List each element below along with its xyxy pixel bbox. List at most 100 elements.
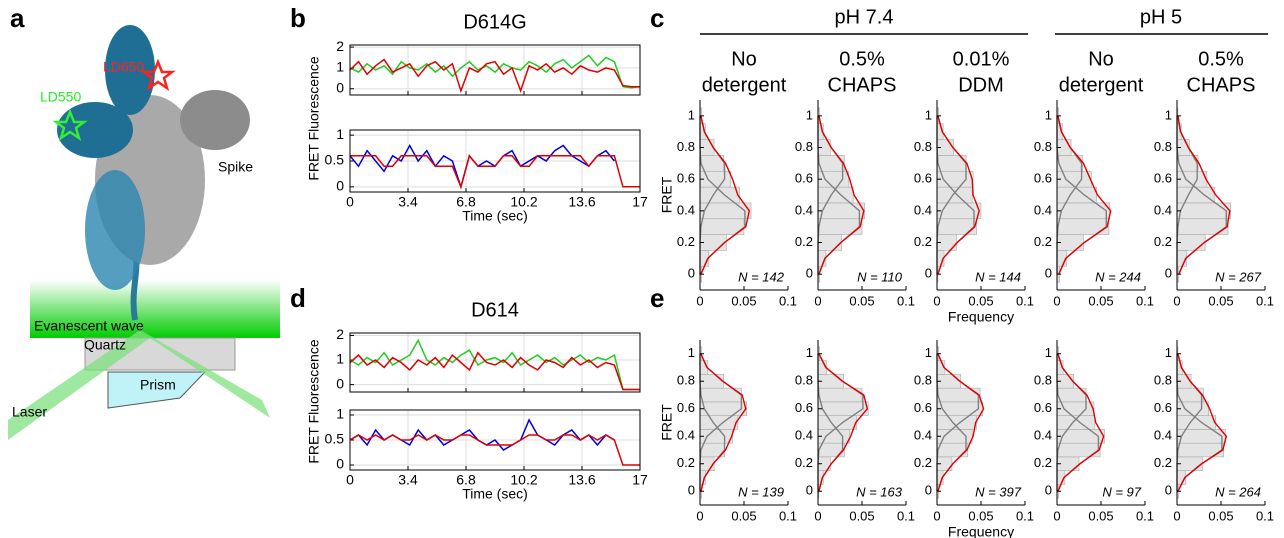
- trace: [349, 143, 615, 190]
- x-axis-label: Frequency: [948, 524, 1014, 538]
- y-tick-label: 0: [336, 456, 344, 472]
- annotation: N = 139: [738, 484, 784, 499]
- y-tick-label: 0: [1045, 266, 1052, 281]
- annotation: N = 397: [975, 484, 1022, 499]
- x-tick-label: 10.2: [510, 194, 537, 210]
- histogram-bar: [1176, 234, 1206, 251]
- y-tick-label: 0.4: [677, 428, 695, 443]
- y-tick-label: 1: [1045, 107, 1052, 122]
- x-axis-label: Time (sec): [462, 208, 528, 224]
- y-tick-label: 1: [1165, 345, 1172, 360]
- y-axis-label: FRET: [659, 176, 675, 213]
- y-tick-label: 0.8: [1154, 373, 1172, 388]
- y-tick-label: 0.8: [1034, 139, 1052, 154]
- x-tick-label: 0.1: [1016, 508, 1034, 523]
- fit-curve: [937, 353, 985, 492]
- y-tick-label: 0: [336, 178, 344, 194]
- y-tick-label: 0: [1165, 483, 1172, 498]
- x-tick-label: 0.1: [1136, 293, 1154, 308]
- y-tick-label: 0: [806, 483, 813, 498]
- plot-frame: [349, 129, 641, 193]
- fit-curve: [1057, 353, 1105, 492]
- y-tick-label: 0.6: [914, 400, 932, 415]
- x-tick-label: 0.1: [1256, 293, 1274, 308]
- histogram-bar: [1176, 186, 1216, 204]
- y-axis-label: FRET: [659, 404, 675, 441]
- x-axis-label: Frequency: [948, 309, 1014, 325]
- histogram-bar: [936, 387, 981, 403]
- x-tick-label: 0.05: [1208, 293, 1233, 308]
- star-ld550: [52, 108, 88, 141]
- y-tick-label: 0.4: [1034, 428, 1052, 443]
- y-tick-label: 0.6: [1034, 400, 1052, 415]
- y-tick-label: 0.5: [325, 152, 345, 168]
- y-tick-label: 0: [806, 266, 813, 281]
- fit-curve: [818, 353, 869, 492]
- star-ld650: [140, 58, 176, 91]
- plot-frame: [349, 332, 641, 393]
- x-tick-label: 0: [346, 194, 354, 210]
- y-axis-label: FRET Fluorescence: [306, 339, 322, 463]
- y-tick-label: 0.6: [1034, 171, 1052, 186]
- plot-frame: [349, 409, 641, 471]
- y-tick-label: 0.6: [1154, 171, 1172, 186]
- group-header: pH 7.4: [835, 6, 894, 28]
- y-tick-label: 2: [336, 326, 344, 342]
- histogram-bar: [936, 170, 974, 188]
- x-tick-label: 10.2: [510, 472, 537, 488]
- y-tick-label: 0.8: [1034, 373, 1052, 388]
- y-tick-label: 0.2: [1154, 234, 1172, 249]
- chart-title: No: [1088, 48, 1114, 70]
- y-tick-label: 0: [336, 375, 344, 391]
- x-tick-label: 0.1: [1016, 293, 1034, 308]
- label-wave: Evanescent wave: [34, 318, 144, 334]
- histogram-bar: [936, 186, 973, 204]
- chart-title: 0.01%: [953, 48, 1010, 70]
- y-tick-label: 0.2: [1034, 234, 1052, 249]
- y-tick-label: 0.8: [914, 139, 932, 154]
- y-tick-label: 0.4: [1154, 202, 1172, 217]
- x-tick-label: 0: [1173, 508, 1180, 523]
- x-tick-label: 0: [1173, 293, 1180, 308]
- fit-curve: [1177, 115, 1231, 275]
- histogram-bar: [1176, 202, 1231, 220]
- y-tick-label: 0.8: [677, 373, 695, 388]
- panel-label: e: [650, 283, 664, 313]
- y-tick-label: 0: [336, 79, 344, 95]
- fit-curve: [1177, 353, 1228, 492]
- chart-title: CHAPS: [828, 74, 897, 96]
- y-tick-label: 1: [806, 107, 813, 122]
- x-tick-label: 0: [814, 508, 821, 523]
- fit-curve: [700, 353, 747, 492]
- y-tick-label: 0: [925, 483, 932, 498]
- y-tick-label: 0.2: [914, 455, 932, 470]
- y-tick-label: 0.6: [1154, 400, 1172, 415]
- group-header: pH 5: [1140, 6, 1182, 28]
- x-tick-label: 6.8: [456, 472, 476, 488]
- y-tick-label: 0.2: [1034, 455, 1052, 470]
- y-tick-label: 1: [925, 107, 932, 122]
- y-tick-label: 0.4: [795, 202, 813, 217]
- y-tick-label: 0.4: [1034, 202, 1052, 217]
- annotation: N = 244: [1095, 269, 1141, 284]
- y-tick-label: 0.2: [795, 455, 813, 470]
- annotation: N = 264: [1215, 484, 1261, 499]
- y-tick-label: 0: [688, 266, 695, 281]
- y-tick-label: 0.8: [1154, 139, 1172, 154]
- x-tick-label: 0.05: [1208, 508, 1233, 523]
- x-tick-label: 0.05: [1088, 293, 1113, 308]
- y-tick-label: 1: [336, 406, 344, 422]
- chart-title: DDM: [958, 74, 1004, 96]
- histogram-bar: [699, 170, 732, 188]
- histogram-bar: [817, 155, 845, 172]
- histogram-bar: [936, 401, 984, 416]
- x-tick-label: 0.05: [968, 508, 993, 523]
- prism: [107, 371, 207, 409]
- y-tick-label: 0.4: [1154, 428, 1172, 443]
- y-tick-label: 0.6: [914, 171, 932, 186]
- x-tick-label: 0.1: [779, 508, 797, 523]
- y-tick-label: 1: [688, 345, 695, 360]
- x-tick-label: 17: [632, 472, 648, 488]
- laser-in: [8, 330, 150, 440]
